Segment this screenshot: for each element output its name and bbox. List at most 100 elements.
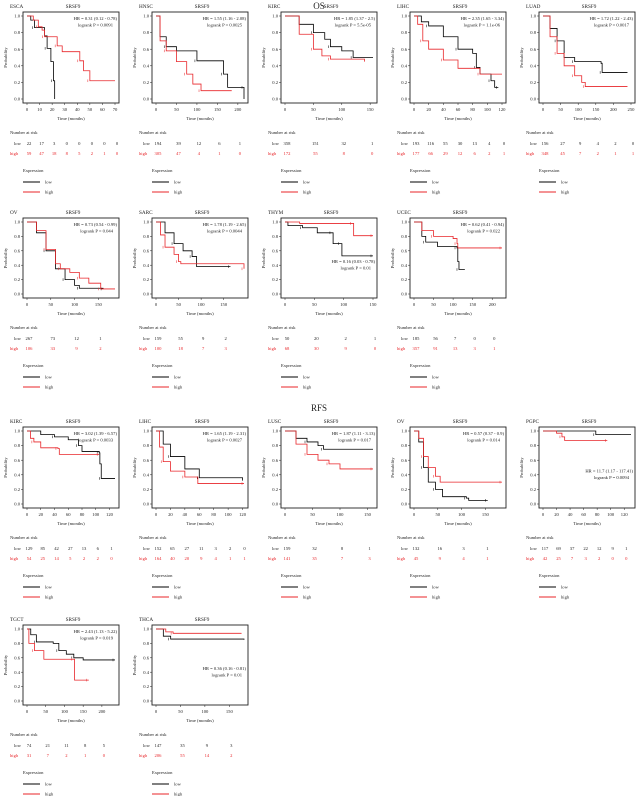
km-panel-os-ov: OV SRSF9 0.0 0.2 0.4 0.6 0.8 1.0 Probability 0 50 1… <box>3 210 120 390</box>
km-curve-high <box>543 15 628 87</box>
risk-high-value: 164 <box>155 556 163 561</box>
y-tick-label: 1.0 <box>143 429 149 434</box>
y-tick-label: 0.0 <box>272 502 278 507</box>
risk-low-value: 13 <box>472 141 477 146</box>
risk-low-value: 151 <box>312 141 320 146</box>
risk-low-value: 1 <box>110 546 113 551</box>
x-tick-label: 120 <box>106 512 114 517</box>
cancer-label: KIRC <box>10 419 23 425</box>
risk-high-value: 7 <box>571 556 574 561</box>
y-tick-label: 0.4 <box>143 670 149 675</box>
legend-low-label: low <box>561 585 569 590</box>
x-tick-label: 100 <box>338 107 346 112</box>
y-tick-label: 1.0 <box>530 429 536 434</box>
risk-low-value: 116 <box>427 141 434 146</box>
gene-label: SRSF9 <box>453 4 468 10</box>
legend-high-label: high <box>45 190 54 195</box>
x-tick-label: 0 <box>284 107 287 112</box>
x-axis-label: Time (months) <box>573 521 601 526</box>
legend-title: Expression <box>23 573 44 578</box>
risk-low-value: 0 <box>474 336 477 341</box>
logrank-p: logrank P = 0.01 <box>341 265 372 270</box>
y-axis-label: Probability <box>132 654 137 675</box>
logrank-p: logrank P = 0.022 <box>467 229 500 234</box>
risk-low-value: 55 <box>443 141 448 146</box>
risk-high-value: 18 <box>52 151 57 156</box>
x-tick-label: 50 <box>43 709 48 714</box>
logrank-p: logrank P = 0.014 <box>467 438 500 443</box>
risk-low-value: 9 <box>206 743 209 748</box>
legend-title: Expression <box>23 168 44 173</box>
risk-high-label: high <box>526 556 535 561</box>
legend-high-label: high <box>45 595 54 600</box>
plot-frame <box>409 217 507 299</box>
risk-low-label: low <box>530 546 538 551</box>
risk-low-value: 267 <box>26 336 34 341</box>
hazard-ratio: HR = 1.55 (1.16 - 2.08) <box>203 16 247 21</box>
risk-low-value: 159 <box>155 336 163 341</box>
x-tick-label: 0 <box>542 107 545 112</box>
y-tick-label: 1.0 <box>14 429 20 434</box>
y-tick-label: 0.2 <box>143 80 149 85</box>
risk-low-label: low <box>143 546 151 551</box>
risk-low-value: 17 <box>39 141 44 146</box>
risk-high-value: 0 <box>625 556 628 561</box>
risk-high-value: 59 <box>27 151 32 156</box>
legend-high-label: high <box>432 385 441 390</box>
hazard-ratio: HR = 1.78 (1.19 - 2.65) <box>203 222 247 227</box>
y-axis-label: Probability <box>261 47 266 68</box>
x-axis-label: Time (months) <box>57 521 85 526</box>
y-tick-label: 0.4 <box>14 472 20 477</box>
legend-low-label: low <box>303 375 311 380</box>
y-tick-label: 0.8 <box>401 234 407 239</box>
y-axis-label: Probability <box>390 47 395 68</box>
legend-low-label: low <box>432 375 440 380</box>
risk-low-value: 27 <box>185 546 190 551</box>
risk-low-value: 0 <box>91 141 94 146</box>
risk-low-value: 9 <box>612 546 615 551</box>
y-tick-label: 0.4 <box>272 263 278 268</box>
x-tick-label: 0 <box>26 302 29 307</box>
risk-high-value: 3 <box>368 556 371 561</box>
risk-high-value: 5 <box>78 151 81 156</box>
y-tick-label: 0.0 <box>530 502 536 507</box>
y-tick-label: 0.4 <box>272 472 278 477</box>
x-tick-label: 50 <box>311 107 316 112</box>
cancer-label: THYM <box>268 210 284 216</box>
legend-title: Expression <box>152 770 173 775</box>
risk-low-label: low <box>272 336 280 341</box>
risk-low-value: 1 <box>99 336 102 341</box>
legend-title: Expression <box>281 168 302 173</box>
km-panel-os-thym: THYM SRSF9 0.0 0.2 0.4 0.6 0.8 1.0 Probability 0 5… <box>261 210 378 390</box>
km-panel-rfs-lusc: LUSC SRSF9 0.0 0.2 0.4 0.6 0.8 1.0 Probability 0 5… <box>261 419 378 600</box>
risk-high-value: 2 <box>97 556 100 561</box>
x-tick-label: 50 <box>48 302 53 307</box>
risk-low-label: low <box>272 546 280 551</box>
legend-high-label: high <box>561 190 570 195</box>
y-tick-label: 1.0 <box>401 429 407 434</box>
y-tick-label: 0.8 <box>272 443 278 448</box>
risk-low-value: 8 <box>84 743 87 748</box>
risk-low-value: 1 <box>374 336 377 341</box>
plot-frame <box>22 217 120 299</box>
risk-high-value: 348 <box>542 151 550 156</box>
y-tick-label: 0.0 <box>143 699 149 704</box>
risk-table-title: Number at risk <box>139 325 167 330</box>
y-tick-label: 0.2 <box>272 80 278 85</box>
x-axis-label: Time (months) <box>57 116 85 121</box>
km-panel-os-lihc: LIHC SRSF9 0.0 0.2 0.4 0.6 0.8 1.0 Probability 0 2… <box>390 4 507 195</box>
risk-low-value: 32 <box>312 546 317 551</box>
y-tick-label: 0.6 <box>14 655 20 660</box>
hazard-ratio: HR = 0.16 (0.03 - 0.78) <box>332 259 376 264</box>
risk-low-value: 11 <box>199 546 204 551</box>
x-tick-label: 100 <box>340 302 348 307</box>
risk-high-value: 45 <box>414 556 419 561</box>
km-curve-low <box>156 430 243 481</box>
x-tick-label: 150 <box>95 302 103 307</box>
y-tick-label: 0.0 <box>14 97 20 102</box>
km-curve-low <box>414 430 488 501</box>
y-axis-label: Probability <box>390 247 395 268</box>
x-tick-label: 120 <box>499 107 507 112</box>
hazard-ratio: HR = 0.31 (0.12 - 0.78) <box>74 16 118 21</box>
risk-high-value: 9 <box>345 346 348 351</box>
